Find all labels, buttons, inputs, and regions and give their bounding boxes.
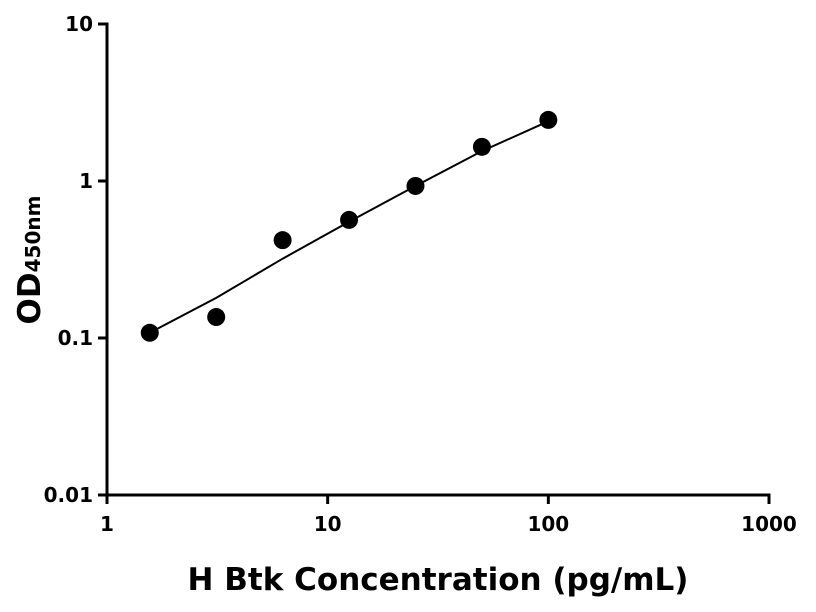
y-tick-label: 1	[79, 169, 93, 193]
x-tick-label: 10	[314, 512, 342, 536]
x-tick-label: 1	[100, 512, 114, 536]
data-point	[539, 110, 558, 129]
data-point	[340, 210, 359, 229]
y-tick-label: 10	[65, 12, 93, 36]
y-tick-label: 0.1	[58, 326, 93, 350]
y-axis-label: OD450nm	[12, 196, 48, 325]
y-tick-label: 0.01	[44, 483, 93, 507]
data-point	[406, 176, 425, 195]
x-axis-label: H Btk Concentration (pg/mL)	[188, 562, 689, 598]
data-point	[140, 323, 159, 342]
data-point	[207, 308, 226, 327]
data-point	[273, 231, 292, 250]
y-axis-label-sub: 450nm	[21, 196, 45, 273]
data-point	[472, 137, 491, 156]
x-tick-label: 1000	[741, 512, 797, 536]
y-axis-label-main: OD	[12, 272, 48, 324]
x-tick-label: 100	[527, 512, 569, 536]
